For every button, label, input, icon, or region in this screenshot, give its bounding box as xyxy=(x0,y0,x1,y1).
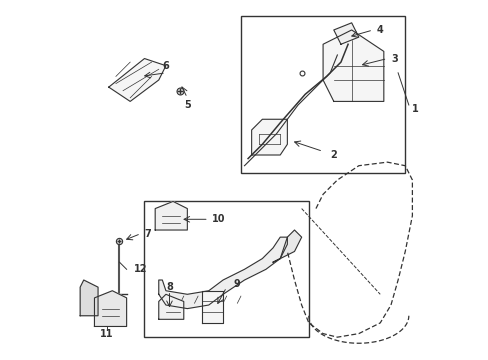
Text: 10: 10 xyxy=(212,214,225,224)
Text: 5: 5 xyxy=(183,100,190,110)
Polygon shape xyxy=(251,119,287,155)
Polygon shape xyxy=(201,291,223,323)
Bar xyxy=(144,202,308,337)
Polygon shape xyxy=(159,294,183,319)
Text: 9: 9 xyxy=(233,279,240,289)
Text: 6: 6 xyxy=(162,61,169,71)
Polygon shape xyxy=(94,291,126,327)
Text: 1: 1 xyxy=(411,104,418,113)
Text: 3: 3 xyxy=(390,54,397,64)
Polygon shape xyxy=(80,280,98,316)
Polygon shape xyxy=(159,237,287,309)
Text: 8: 8 xyxy=(166,282,173,292)
Polygon shape xyxy=(108,59,165,102)
Polygon shape xyxy=(272,230,301,262)
Text: 7: 7 xyxy=(144,229,151,239)
Text: 2: 2 xyxy=(329,150,336,160)
Polygon shape xyxy=(155,202,187,230)
Text: 11: 11 xyxy=(100,329,114,339)
Bar xyxy=(241,16,405,173)
Text: 4: 4 xyxy=(376,25,383,35)
Text: 12: 12 xyxy=(134,264,147,274)
Polygon shape xyxy=(323,30,383,102)
Polygon shape xyxy=(333,23,358,44)
